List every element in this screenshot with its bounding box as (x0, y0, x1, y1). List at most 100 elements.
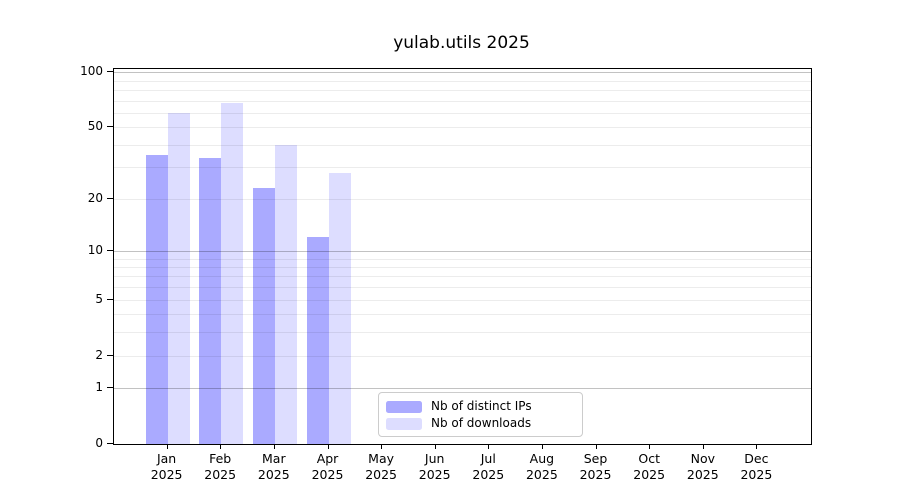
y-tick-1 (107, 387, 113, 389)
y-tick-50 (107, 126, 113, 128)
year-label: 2025 (633, 467, 666, 482)
year-label: 2025 (740, 467, 773, 482)
month-label: Mar (262, 451, 286, 466)
grid-layer (114, 69, 811, 444)
legend-label-downloads: Nb of downloads (431, 416, 532, 430)
x-tick-label-apr: Apr 2025 (298, 451, 358, 483)
x-tick-label-nov: Nov 2025 (673, 451, 733, 483)
bar-nb-of-downloads-jan (167, 112, 190, 444)
bar-nb-of-distinct-ips-mar (252, 187, 275, 444)
x-tick-apr (327, 444, 329, 449)
bars-layer (114, 69, 811, 444)
year-label: 2025 (686, 467, 719, 482)
x-tick-label-jul: Jul 2025 (458, 451, 518, 483)
x-tick-label-feb: Feb 2025 (190, 451, 250, 483)
y-tick-5 (107, 298, 113, 300)
month-label: Feb (209, 451, 232, 466)
x-tick-label-sep: Sep 2025 (566, 451, 626, 483)
gridline-y-5 (114, 299, 811, 301)
legend-label-distinct-ips: Nb of distinct IPs (431, 399, 532, 413)
gridline-y-100 (114, 72, 811, 74)
x-tick-label-aug: Aug 2025 (512, 451, 572, 483)
year-label: 2025 (579, 467, 612, 482)
month-label: Jun (424, 451, 445, 466)
gridline-y-10 (114, 250, 811, 252)
y-tick-label-1: 1 (95, 380, 103, 395)
x-tick-mar (273, 444, 275, 449)
month-label: Dec (744, 451, 769, 466)
bar-nb-of-distinct-ips-apr (306, 237, 329, 444)
x-tick-dec (756, 444, 758, 449)
bar-nb-of-downloads-mar (274, 144, 297, 444)
x-tick-oct (649, 444, 651, 449)
gridline-y-80 (114, 89, 811, 91)
month-label: Sep (583, 451, 608, 466)
gridline-y-40 (114, 144, 811, 146)
month-label: Jul (480, 451, 496, 466)
x-tick-label-jun: Jun 2025 (405, 451, 465, 483)
month-label: Nov (690, 451, 715, 466)
y-tick-label-0: 0 (95, 436, 103, 450)
gridline-y-9 (114, 258, 811, 260)
gridline-y-2 (114, 355, 811, 357)
x-tick-aug (541, 444, 543, 449)
y-tick-label-10: 10 (87, 242, 103, 257)
year-label: 2025 (204, 467, 237, 482)
x-tick-label-may: May 2025 (351, 451, 411, 483)
year-label: 2025 (150, 467, 183, 482)
year-label: 2025 (257, 467, 290, 482)
y-tick-100 (107, 71, 113, 73)
year-label: 2025 (472, 467, 505, 482)
x-tick-jul (488, 444, 490, 449)
gridline-y-70 (114, 100, 811, 102)
bar-nb-of-distinct-ips-feb (199, 157, 222, 444)
y-tick-label-2: 2 (95, 347, 103, 362)
year-label: 2025 (525, 467, 558, 482)
month-label: Aug (529, 451, 555, 466)
x-tick-feb (220, 444, 222, 449)
gridline-y-1 (114, 388, 811, 390)
gridline-y-30 (114, 167, 811, 169)
month-label: May (368, 451, 395, 466)
x-tick-may (381, 444, 383, 449)
gridline-y-7 (114, 276, 811, 278)
bar-nb-of-downloads-apr (328, 172, 351, 444)
y-tick-label-50: 50 (87, 119, 103, 134)
gridline-y-60 (114, 112, 811, 114)
x-tick-jun (434, 444, 436, 449)
y-tick-2 (107, 354, 113, 356)
legend-item-distinct-ips: Nb of distinct IPs (386, 399, 582, 414)
x-tick-label-mar: Mar 2025 (244, 451, 304, 483)
legend-item-downloads: Nb of downloads (386, 416, 582, 431)
month-label: Oct (638, 451, 660, 466)
year-label: 2025 (311, 467, 344, 482)
y-tick-20 (107, 197, 113, 199)
year-label: 2025 (418, 467, 451, 482)
x-tick-nov (702, 444, 704, 449)
x-tick-label-jan: Jan 2025 (137, 451, 197, 483)
y-tick-0 (107, 443, 113, 444)
month-label: Jan (156, 451, 177, 466)
legend-swatch-downloads (386, 417, 422, 430)
x-tick-label-oct: Oct 2025 (619, 451, 679, 483)
plot-area (113, 68, 812, 445)
gridline-y-8 (114, 267, 811, 268)
x-tick-jan (166, 444, 168, 449)
legend: Nb of distinct IPs Nb of downloads (378, 392, 583, 437)
gridline-y-20 (114, 198, 811, 200)
y-tick-label-20: 20 (87, 190, 103, 205)
x-tick-label-dec: Dec 2025 (726, 451, 786, 483)
gridline-y-3 (114, 332, 811, 334)
y-tick-label-100: 100 (80, 64, 103, 79)
gridline-y-6 (114, 287, 811, 289)
bar-nb-of-distinct-ips-jan (145, 155, 168, 444)
month-label: Apr (316, 451, 339, 466)
gridline-y-50 (114, 127, 811, 129)
year-label: 2025 (365, 467, 397, 482)
chart-title: yulab.utils 2025 (393, 33, 530, 53)
legend-swatch-distinct-ips (386, 400, 422, 413)
y-tick-10 (107, 249, 113, 251)
x-tick-sep (595, 444, 597, 449)
y-tick-label-5: 5 (95, 291, 103, 306)
